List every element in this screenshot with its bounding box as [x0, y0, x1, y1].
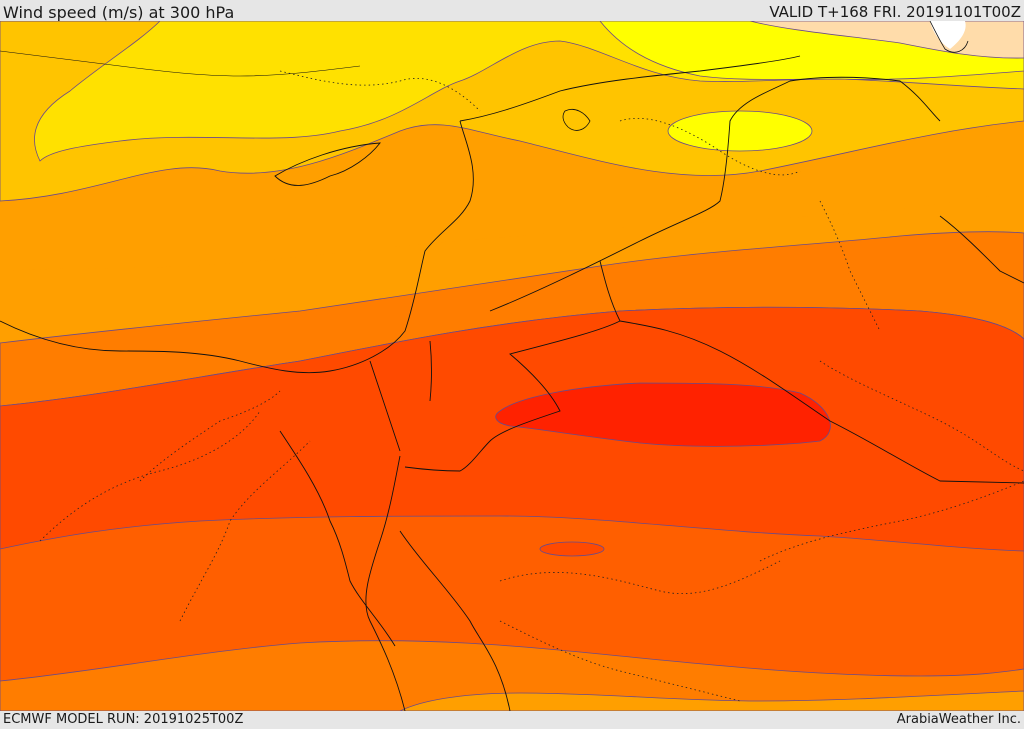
border-israel-jordan	[429, 340, 432, 402]
lake-van-outline	[562, 108, 591, 131]
header-bar: Wind speed (m/s) at 300 hPa VALID T+168 …	[0, 0, 1024, 22]
band-jet-core	[495, 382, 831, 447]
valid-time: VALID T+168 FRI. 20191101T00Z	[769, 3, 1021, 21]
dotted-boundary-3	[499, 560, 781, 595]
cyprus-outline	[274, 142, 381, 186]
dotted-boundary-10	[139, 390, 281, 482]
border-syria-iraq	[489, 76, 941, 312]
coastline-red-sea-east	[399, 530, 511, 711]
dotted-boundary-1	[39, 410, 261, 542]
dotted-boundary-7	[279, 70, 481, 112]
bright-yellow-core	[667, 110, 813, 152]
credit: ArabiaWeather Inc.	[896, 712, 1021, 727]
footer-bar: ECMWF MODEL RUN: 20191025T00Z ArabiaWeat…	[0, 711, 1024, 729]
band-lower-orange	[0, 640, 1024, 711]
band-bottom	[399, 690, 1024, 711]
coastline-mediterranean	[0, 120, 474, 374]
border-turkey-syria	[459, 55, 801, 122]
border-jordan-iraq	[404, 320, 621, 472]
white-patch	[930, 21, 966, 49]
coastline-gulf	[939, 215, 1024, 284]
coastline-red-sea	[365, 455, 406, 711]
border-egypt-israel	[369, 360, 401, 452]
map-canvas	[0, 21, 1024, 711]
coastline-gulf-suez	[279, 430, 396, 647]
border-jordan-saudi	[599, 260, 1024, 484]
model-run: ECMWF MODEL RUN: 20191025T00Z	[3, 712, 244, 727]
dotted-boundary-8	[499, 620, 741, 702]
coastline-black-sea	[0, 50, 361, 77]
coastline-caspian	[929, 21, 969, 53]
wind-speed-map[interactable]	[0, 21, 1024, 711]
small-patch	[539, 541, 605, 557]
band-red	[0, 306, 1024, 552]
dotted-boundary-6	[619, 117, 801, 176]
dotted-boundary-4	[759, 480, 1024, 562]
map-title: Wind speed (m/s) at 300 hPa	[3, 3, 235, 22]
